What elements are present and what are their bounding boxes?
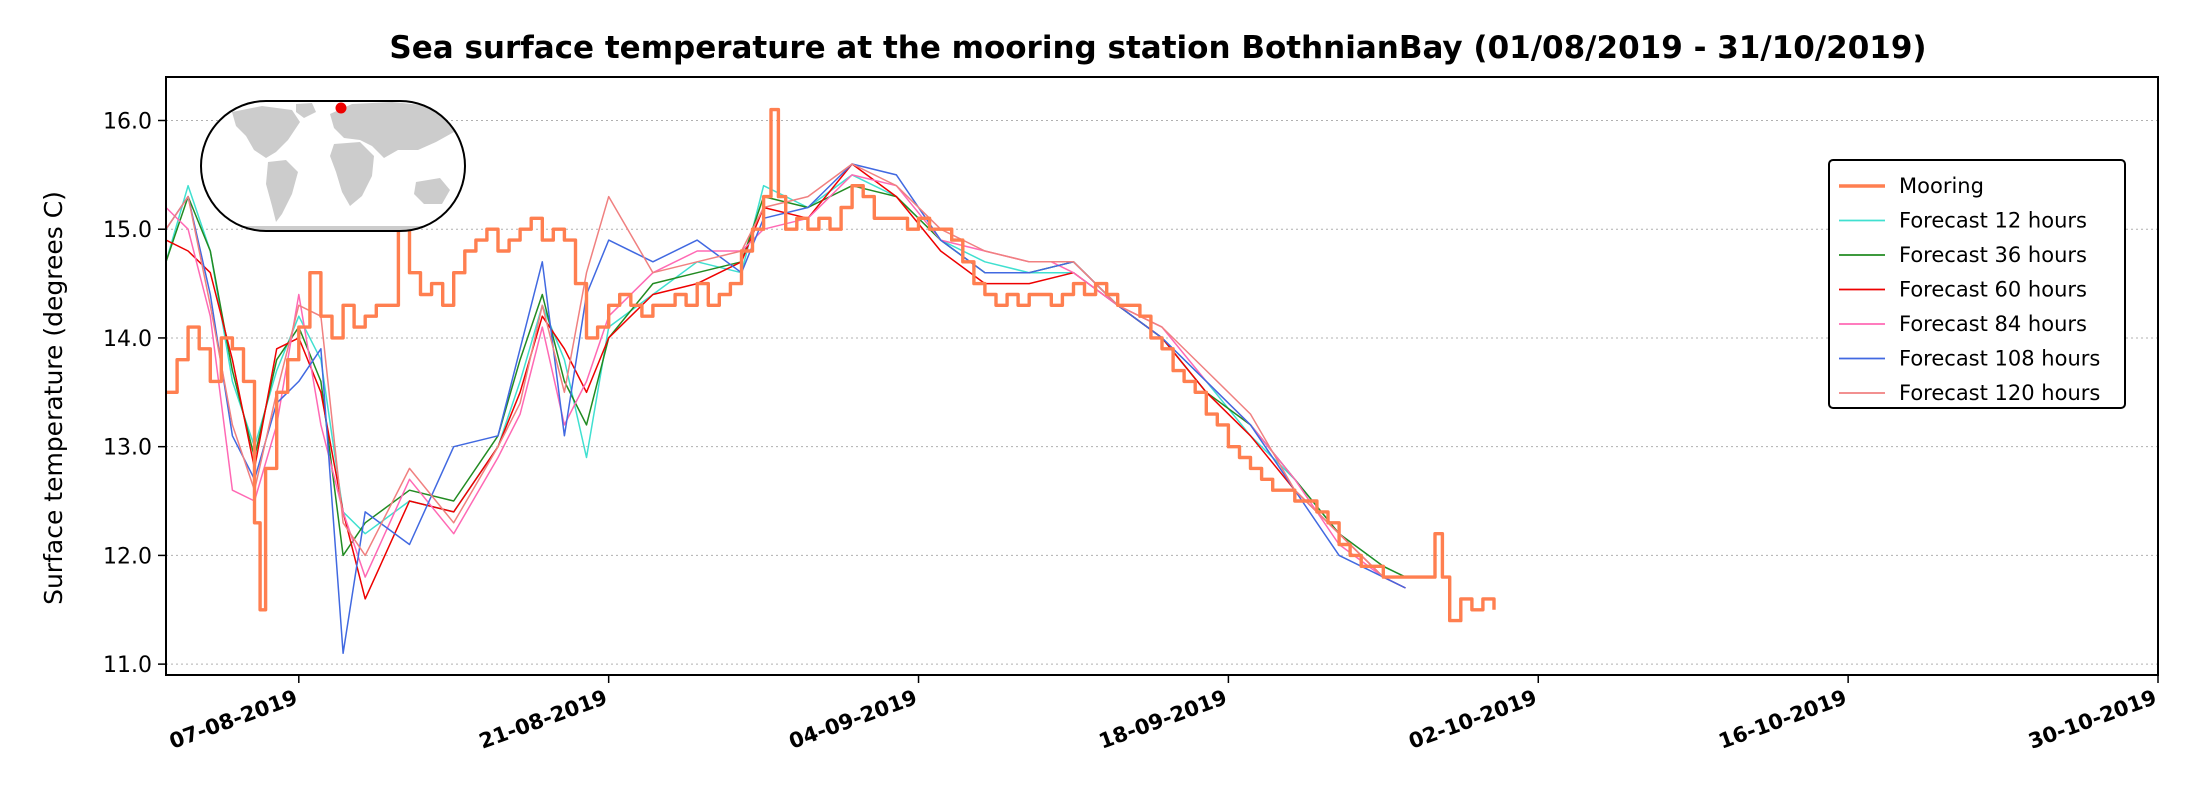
- legend-label-forecast-36-hours: Forecast 36 hours: [1899, 243, 2087, 267]
- y-axis-label: Surface temperature (degrees C): [39, 191, 68, 605]
- y-axis: 11.0 12.0 13.0 14.0 15.0 16.0: [103, 109, 166, 678]
- north-america-shape: [232, 106, 300, 158]
- australia-shape: [414, 178, 450, 204]
- map-landmasses: [230, 102, 458, 231]
- world-map-inset: [200, 100, 466, 232]
- legend-label-forecast-108-hours: Forecast 108 hours: [1899, 347, 2100, 371]
- greenland-shape: [296, 103, 316, 118]
- legend-label-forecast-12-hours: Forecast 12 hours: [1899, 209, 2087, 233]
- africa-shape: [330, 142, 374, 206]
- series-line-mooring: [166, 107, 1496, 623]
- legend-box: [1828, 159, 2126, 409]
- legend: Mooring Forecast 12 hours Forecast 36 hour…: [1828, 159, 2126, 409]
- station-marker: [335, 102, 347, 114]
- series-line-forecast-120-hours: [165, 163, 1384, 578]
- y-tick-label: 14.0: [103, 327, 152, 352]
- legend-label-forecast-60-hours: Forecast 60 hours: [1899, 278, 2087, 302]
- map-border: [200, 100, 466, 232]
- south-america-shape: [266, 160, 298, 222]
- y-tick-label: 12.0: [103, 544, 152, 569]
- y-tick-label: 11.0: [103, 653, 152, 678]
- y-tick-label: 15.0: [103, 218, 152, 243]
- y-tick-label: 13.0: [103, 436, 152, 461]
- legend-label-mooring: Mooring: [1899, 174, 1984, 198]
- eurasia-shape: [330, 102, 458, 158]
- series-lines: [165, 107, 1496, 655]
- legend-label-forecast-120-hours: Forecast 120 hours: [1899, 381, 2100, 405]
- y-tick-label: 16.0: [103, 109, 152, 134]
- legend-label-forecast-84-hours: Forecast 84 hours: [1899, 312, 2087, 336]
- antarctica-shape: [230, 226, 440, 231]
- chart-title: Sea surface temperature at the mooring s…: [389, 30, 1926, 66]
- plot-frame: [165, 76, 2159, 676]
